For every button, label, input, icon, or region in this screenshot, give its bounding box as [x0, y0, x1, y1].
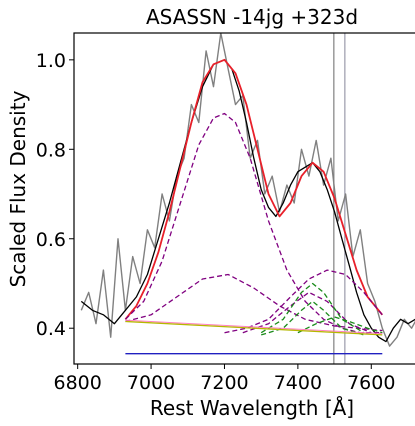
x-tick-label: 7200 — [200, 372, 248, 394]
series-line-continuum — [125, 320, 383, 336]
series-line-fit-total — [124, 58, 383, 320]
x-axis-title: Rest Wavelength [Å] — [150, 396, 354, 420]
plot-area — [80, 33, 415, 364]
plot-frame — [73, 32, 415, 365]
series-line-raw-data — [80, 33, 415, 347]
series-line-smoothed — [80, 59, 415, 343]
series-line-component-broad — [124, 112, 383, 334]
series-line-component-green-3 — [297, 316, 383, 334]
series-line-component-narrow-2 — [242, 291, 372, 334]
y-tick-label: 0.8 — [36, 139, 66, 161]
y-tick-label: 1.0 — [36, 50, 66, 72]
x-tick-label: 6800 — [53, 372, 101, 394]
series-line-continuum-pink — [125, 319, 383, 335]
series-line-component-green-1 — [260, 282, 365, 334]
y-tick-label: 0.6 — [36, 229, 66, 251]
series-line-component-broad-2 — [224, 269, 383, 334]
chart-title: ASASSN -14jg +323d — [146, 5, 358, 29]
x-tick-label: 7400 — [274, 372, 322, 394]
x-tick-label: 7600 — [347, 372, 395, 394]
y-axis-title: Scaled Flux Density — [6, 90, 30, 287]
axis-ticks: 6800 7000 7200 7400 7600 0.4 0.6 0.8 1.0 — [36, 50, 396, 394]
x-tick-label: 7000 — [127, 372, 175, 394]
y-tick-label: 0.4 — [36, 318, 66, 340]
